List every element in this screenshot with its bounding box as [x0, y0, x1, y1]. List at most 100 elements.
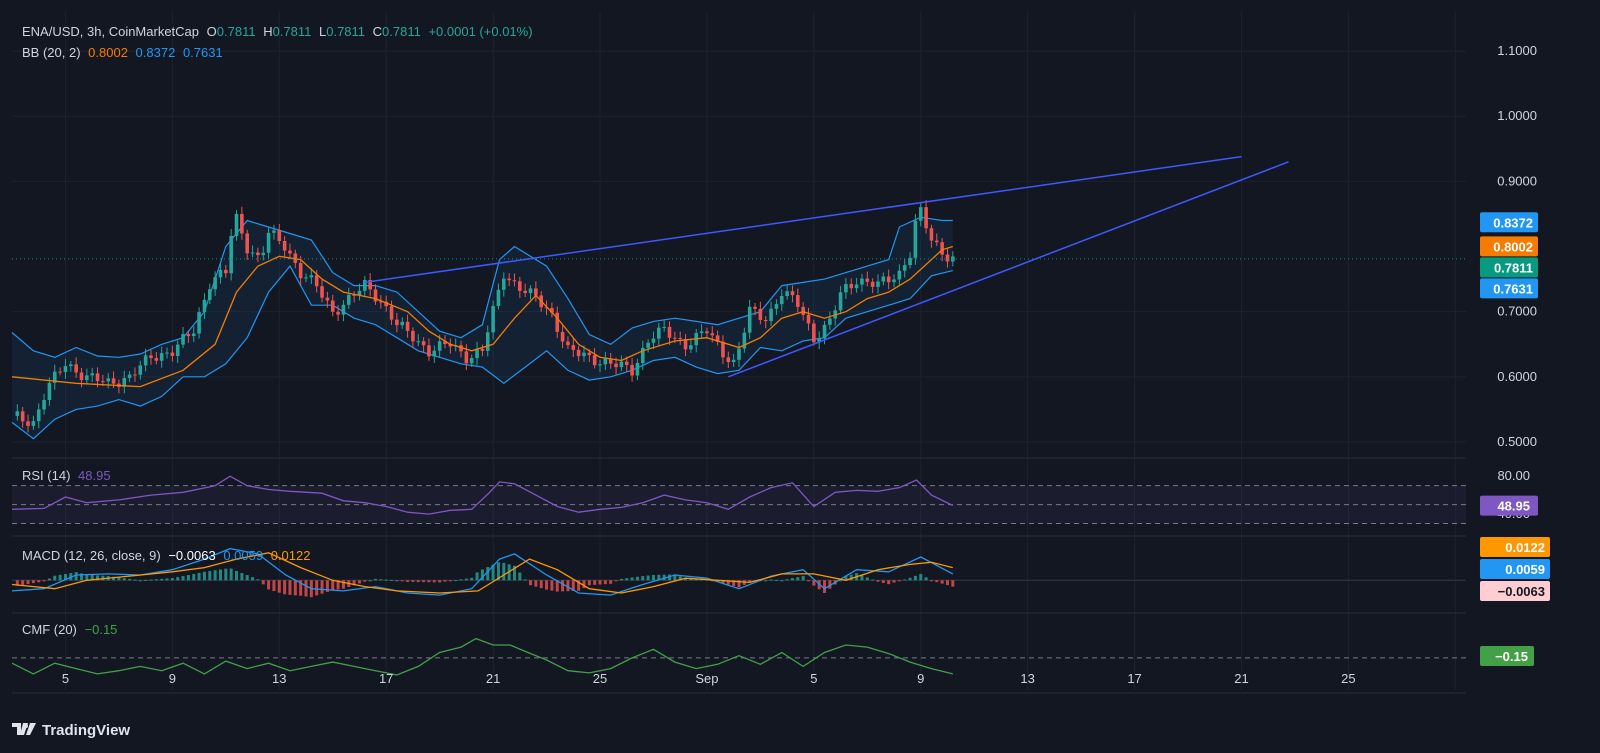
- candle-body: [272, 230, 276, 233]
- candle-body: [646, 342, 650, 348]
- macd-histogram-bar: [192, 573, 196, 581]
- candle-body: [715, 335, 720, 342]
- macd-histogram-bar: [603, 580, 607, 585]
- rsi-legend: RSI (14) 48.95: [22, 468, 115, 483]
- candle-body: [512, 280, 517, 282]
- macd-histogram-bar: [117, 577, 121, 581]
- candle-body: [421, 341, 426, 346]
- candle-body: [657, 327, 661, 339]
- candle-body: [400, 321, 405, 326]
- macd-histogram-bar: [31, 580, 35, 584]
- candle-body: [207, 289, 212, 300]
- macd-histogram-bar: [443, 580, 447, 582]
- candle-body: [79, 372, 84, 381]
- macd-histogram-bar: [716, 580, 720, 582]
- macd-histogram-bar: [876, 580, 880, 582]
- candle-body: [213, 277, 217, 290]
- macd-badge: [1480, 537, 1550, 557]
- candle-body: [325, 297, 330, 301]
- price-badge-label: 0.7631: [1493, 281, 1533, 296]
- candle-body: [368, 279, 372, 290]
- candle-body: [908, 257, 912, 266]
- macd-badge: [1480, 581, 1550, 601]
- macd-histogram-bar: [619, 578, 623, 581]
- time-axis-label: 21: [486, 671, 500, 686]
- bb-upper-line: [11, 216, 953, 358]
- open-label: O: [206, 24, 217, 39]
- candle-body: [42, 399, 46, 410]
- macd-histogram-bar: [464, 578, 468, 581]
- macd-histogram-bar: [63, 573, 67, 581]
- macd-histogram-bar: [587, 580, 591, 586]
- branding-text: TradingView: [42, 722, 131, 739]
- candle-body: [47, 382, 52, 400]
- candle-body: [854, 284, 859, 289]
- bb-label: BB (20, 2): [22, 45, 81, 60]
- candle-body: [934, 240, 939, 243]
- rsi-badge: [1480, 495, 1538, 516]
- tradingview-branding[interactable]: TradingView: [12, 722, 130, 739]
- macd-histogram-bar: [85, 574, 89, 581]
- low-label: L: [319, 24, 327, 39]
- candle-body: [726, 357, 731, 363]
- macd-histogram-bar: [668, 574, 672, 581]
- candle-body: [790, 291, 795, 296]
- candle-body: [336, 311, 340, 315]
- candle-body: [63, 366, 68, 373]
- macd-histogram-bar: [769, 579, 773, 581]
- candle-body: [940, 242, 944, 255]
- macd-histogram-bar: [529, 580, 533, 586]
- candle-body: [635, 362, 640, 376]
- candle-body: [245, 233, 250, 254]
- macd-histogram-bar: [764, 580, 768, 582]
- macd-histogram-bar: [678, 576, 682, 581]
- candle-body: [796, 295, 800, 307]
- macd-histogram-bar: [320, 580, 324, 594]
- macd-histogram-bar: [154, 579, 158, 581]
- candle-body: [870, 281, 875, 287]
- price-badge: [1480, 278, 1538, 299]
- candle-body: [534, 288, 538, 296]
- macd-histogram-bar: [368, 580, 372, 582]
- macd-histogram-bar: [502, 562, 506, 581]
- macd-histogram-bar: [363, 580, 367, 582]
- candle-body: [298, 263, 303, 279]
- candle-body: [828, 318, 832, 325]
- macd-histogram-bar: [571, 580, 575, 592]
- candle-body: [218, 269, 223, 278]
- macd-histogram-bar: [357, 580, 361, 584]
- candle-body: [651, 338, 656, 343]
- candle-body: [945, 254, 950, 262]
- macd-histogram-bar: [780, 580, 784, 582]
- candle-body: [860, 278, 864, 285]
- macd-badge-label: 0.0122: [1505, 540, 1545, 555]
- macd-histogram-bar: [801, 576, 805, 581]
- candle-body: [101, 381, 105, 383]
- candle-body: [197, 312, 201, 334]
- price-badge: [1480, 257, 1538, 278]
- time-axis-label: Sep: [695, 671, 718, 686]
- candle-body: [357, 290, 362, 296]
- candle-body: [250, 252, 255, 254]
- macd-histogram-bar: [919, 573, 923, 581]
- candle-body: [544, 307, 549, 309]
- macd-histogram-bar: [384, 579, 388, 581]
- candle-body: [363, 279, 367, 291]
- macd-histogram-bar: [390, 579, 394, 581]
- candle-body: [395, 319, 399, 326]
- candle-body: [373, 289, 378, 302]
- candle-body: [630, 365, 634, 376]
- price-badge-label: 0.8372: [1493, 215, 1533, 230]
- candle-body: [785, 291, 789, 296]
- macd-hist-value: −0.0063: [168, 548, 216, 563]
- candle-body: [902, 265, 907, 271]
- macd-histogram-bar: [582, 580, 586, 589]
- candle-body: [924, 207, 928, 229]
- time-axis-label: 17: [1127, 671, 1141, 686]
- candle-body: [427, 345, 431, 357]
- candle-body: [143, 355, 148, 366]
- cmf-legend: CMF (20) −0.15: [22, 622, 121, 637]
- candle-body: [170, 352, 175, 357]
- trendline-lower: [728, 161, 1289, 378]
